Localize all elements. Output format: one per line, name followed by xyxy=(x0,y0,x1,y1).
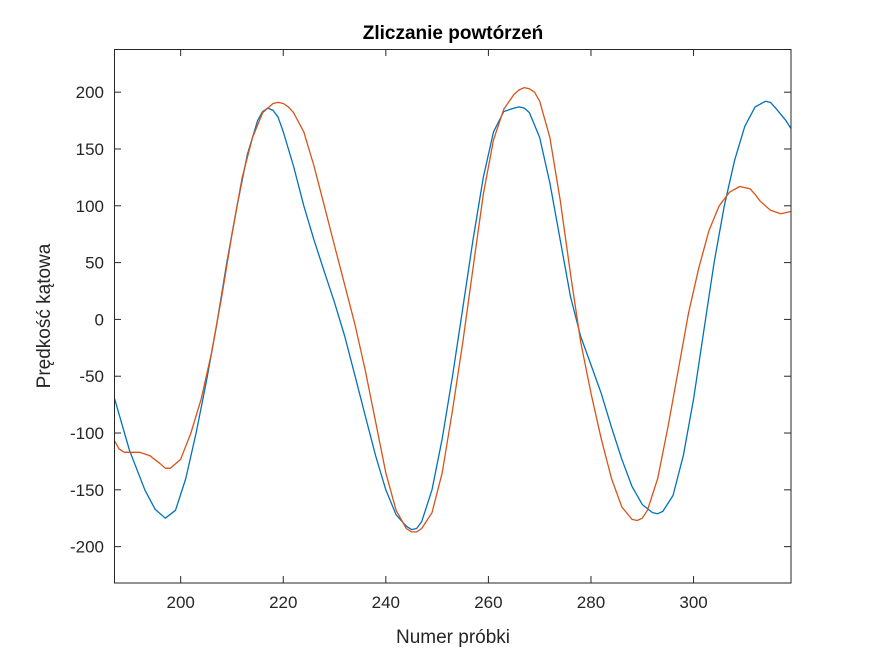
y-tick-label: -150 xyxy=(70,481,104,500)
x-tick-label: 200 xyxy=(166,593,194,612)
x-axis-label: Numer próbki xyxy=(396,627,510,648)
x-tick-label: 280 xyxy=(577,593,605,612)
x-tick-label: 300 xyxy=(679,593,707,612)
y-tick-label: -100 xyxy=(70,424,104,443)
y-tick-label: -200 xyxy=(70,538,104,557)
y-tick-label: -50 xyxy=(79,367,104,386)
y-axis-label: Prędkość kątowa xyxy=(34,243,55,388)
plot-area xyxy=(114,49,791,583)
axes-box xyxy=(114,49,792,584)
x-tick-label: 240 xyxy=(372,593,400,612)
x-tick-label: 260 xyxy=(474,593,502,612)
y-tick-label: 50 xyxy=(85,254,104,273)
series-layer xyxy=(114,86,791,533)
y-tick-label: 0 xyxy=(95,310,104,329)
x-tick-label: 220 xyxy=(269,593,297,612)
series-line-2 xyxy=(114,86,791,533)
y-tick-label: 150 xyxy=(76,140,104,159)
y-tick-label: 200 xyxy=(76,83,104,102)
tick-layer: 200 220 240 260 280 300 200 150 100 50 0 -50 -100 -15… xyxy=(70,49,791,612)
y-tick-label: 100 xyxy=(76,197,104,216)
chart-title: Zliczanie powtórzeń xyxy=(363,23,544,44)
